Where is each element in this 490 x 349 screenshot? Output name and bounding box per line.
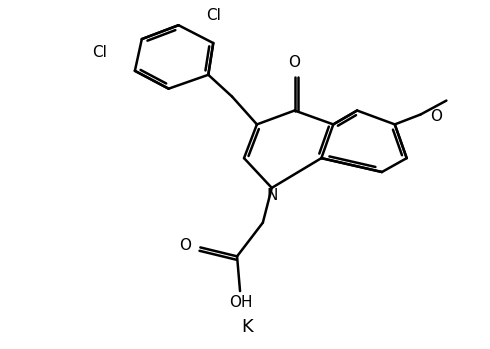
Text: Cl: Cl xyxy=(92,45,107,60)
Text: Cl: Cl xyxy=(206,8,220,23)
Text: O: O xyxy=(179,238,192,253)
Text: O: O xyxy=(289,55,300,70)
Text: K: K xyxy=(241,318,253,336)
Text: N: N xyxy=(266,188,277,203)
Text: OH: OH xyxy=(229,296,253,311)
Text: O: O xyxy=(431,109,442,124)
